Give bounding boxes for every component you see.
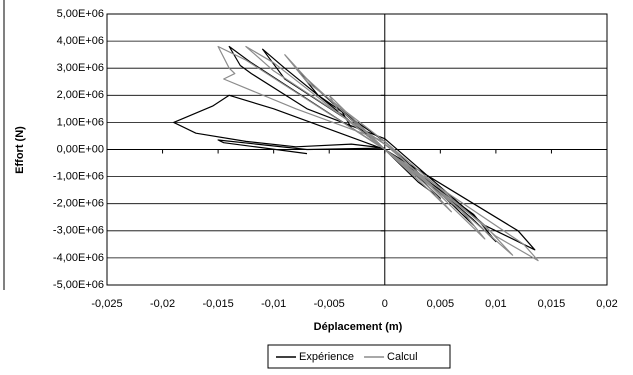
legend: [267, 344, 451, 369]
series-line: [217, 45, 539, 262]
y-tick-label: 0,00E+00: [57, 143, 104, 155]
y-tick-label: 4,00E+06: [57, 35, 104, 47]
x-tick-label: 0,02: [596, 298, 617, 310]
y-tick-label: -5,00E+06: [53, 279, 104, 291]
y-tick-label: -3,00E+06: [53, 225, 104, 237]
y-tick-label: -4,00E+06: [53, 252, 104, 264]
x-tick-label: 0: [382, 298, 388, 310]
x-axis-label: Déplacement (m): [314, 321, 403, 333]
x-tick-label: 0,005: [427, 298, 455, 310]
x-tick-label: -0,025: [91, 298, 122, 310]
y-tick-label: -1,00E+06: [53, 171, 104, 183]
x-tick-label: -0,005: [314, 298, 345, 310]
x-tick-label: -0,01: [261, 298, 286, 310]
y-tick-label: 1,00E+06: [57, 116, 104, 128]
x-tick-label: 0,01: [485, 298, 506, 310]
y-tick-label: 3,00E+06: [57, 62, 104, 74]
x-tick-label: -0,015: [203, 298, 234, 310]
y-tick-label: 2,00E+06: [57, 89, 104, 101]
x-tick-label: -0,02: [150, 298, 175, 310]
x-tick-label: 0,015: [538, 298, 566, 310]
legend-label: Calcul: [387, 351, 418, 363]
y-axis-label: Effort (N): [14, 126, 26, 174]
y-tick-label: 5,00E+06: [57, 8, 104, 20]
legend-label: Expérience: [299, 351, 354, 363]
y-tick-label: -2,00E+06: [53, 198, 104, 210]
